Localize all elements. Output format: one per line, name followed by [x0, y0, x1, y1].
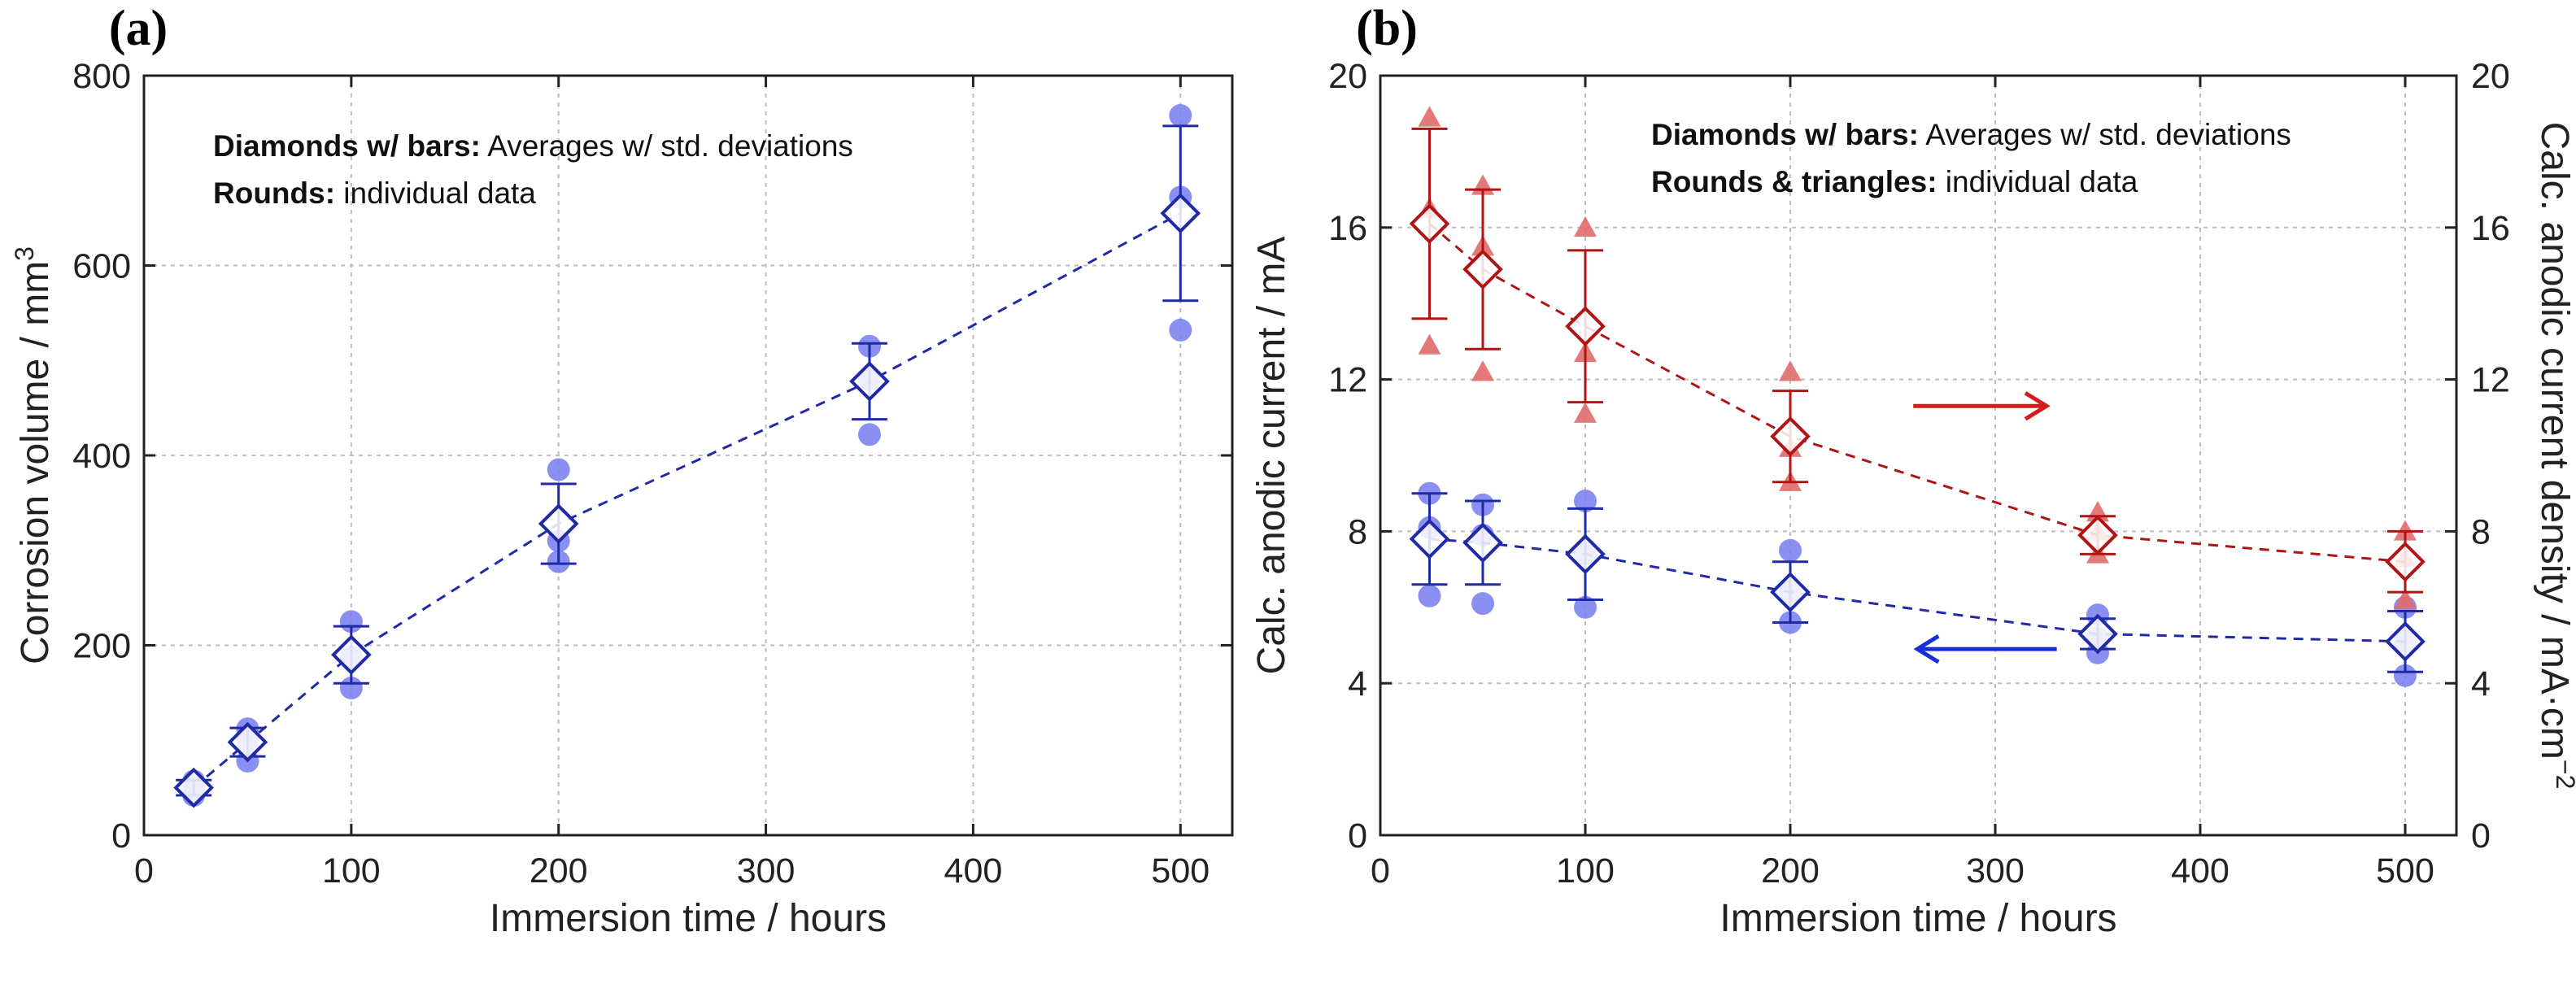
trend-line: [193, 211, 1181, 789]
y2-tick-label: 20: [2471, 57, 2510, 96]
annotation-bold: Diamonds w/ bars:: [213, 129, 481, 163]
data-point-diamond: [2077, 613, 2118, 655]
y2-tick-label: 16: [2471, 209, 2510, 248]
data-point-circle: [1418, 584, 1441, 607]
data-point-diamond: [1462, 522, 1503, 564]
y-tick-label: 16: [1328, 209, 1367, 248]
data-point-circle: [1574, 595, 1597, 619]
annotation-text: Rounds: individual data: [213, 176, 536, 210]
data-point-circle: [1169, 318, 1192, 342]
chart-panel-a: 0 100 200 300 400 500 0 200 400 600 800 Immersion t…: [10, 1, 1234, 940]
x-axis-title: Immersion time / hours: [490, 897, 887, 940]
data-point-circle: [1574, 490, 1597, 513]
data-point-circle: [2394, 664, 2417, 687]
data-point-triangle: [1779, 360, 1802, 381]
y-tick-label: 12: [1328, 361, 1367, 400]
y-axis-title: Corrosion volume / mm3: [10, 246, 57, 664]
y-tick-label: 0: [111, 816, 131, 856]
x-tick-label: 0: [1371, 851, 1390, 890]
y-tick-label: 400: [72, 437, 131, 476]
annotation-plain: individual data: [335, 176, 536, 210]
data-point-diamond: [1770, 572, 1811, 612]
data-point-diamond: [849, 361, 890, 402]
y-tick-label: 600: [72, 247, 131, 286]
x-tick-label: 300: [737, 851, 795, 890]
plot-frame: [1379, 74, 2458, 837]
x-axis-title: Immersion time / hours: [1720, 897, 2116, 940]
annotation-plain: Averages w/ std. deviations: [1919, 118, 2291, 151]
y-tick-label: 800: [72, 57, 131, 96]
data-point-diamond: [2385, 541, 2426, 582]
average-trend-line: [1429, 538, 2406, 643]
x-tick-label: 500: [1151, 851, 1210, 890]
data-point-diamond: [2385, 621, 2426, 662]
annotation-text: Diamonds w/ bars: Averages w/ std. devia…: [1651, 118, 2291, 151]
y2-tick-label: 0: [2471, 816, 2491, 856]
x-tick-label: 500: [2376, 851, 2434, 890]
annotation-text: Rounds & triangles: individual data: [1651, 165, 2138, 198]
data-point-circle: [1471, 592, 1494, 616]
data-point-diamond: [2077, 515, 2118, 555]
axis-indicator-arrowhead: [1913, 634, 1940, 664]
data-point-diamond: [1409, 518, 1450, 559]
y2-axis-title-superscript: −2: [2551, 760, 2576, 789]
data-point-circle: [858, 423, 881, 446]
y2-tick-label: 12: [2471, 361, 2510, 400]
data-point-diamond: [227, 721, 268, 763]
data-point-diamond: [1462, 249, 1503, 290]
x-tick-label: 100: [1556, 851, 1615, 890]
y2-tick-label: 4: [2471, 664, 2491, 703]
annotation-bold: Rounds & triangles:: [1651, 165, 1937, 198]
average-trend-line: [1428, 222, 2406, 564]
annotation-text: Diamonds w/ bars: Averages w/ std. devia…: [213, 129, 853, 163]
x-tick-label: 0: [134, 851, 154, 890]
data-point-circle: [1779, 538, 1802, 562]
data-point-triangle: [2394, 588, 2417, 609]
panel-label: (b): [1356, 1, 1418, 56]
annotation-plain: individual data: [1937, 165, 2138, 198]
panel-label: (a): [109, 1, 168, 56]
x-tick-label: 400: [2171, 851, 2229, 890]
data-point-diamond: [173, 767, 214, 808]
data-point-diamond: [331, 634, 372, 676]
y2-tick-label: 8: [2471, 512, 2491, 551]
axis-indicator-arrowhead: [2024, 391, 2051, 421]
data-point-circle: [1169, 104, 1192, 128]
data-point-diamond: [1565, 306, 1606, 347]
chart-panel-b: 0 100 200 300 400 500048121620048121620Immers…: [1250, 1, 2576, 940]
data-point-triangle: [1471, 360, 1494, 381]
y-tick-label: 8: [1348, 512, 1367, 551]
annotation-plain: Averages w/ std. deviations: [481, 129, 853, 163]
data-point-diamond: [538, 503, 579, 544]
x-tick-label: 100: [322, 851, 381, 890]
y-axis-title-superscript: 3: [10, 246, 39, 261]
x-tick-label: 200: [530, 851, 588, 890]
data-point-triangle: [1418, 333, 1441, 355]
data-point-triangle: [1418, 106, 1441, 127]
y-axis-title: Calc. anodic current / mA: [1250, 237, 1293, 675]
y2-axis-title: Calc. anodic current density / mA·cm−2: [2533, 122, 2576, 790]
y-tick-label: 0: [1348, 816, 1367, 856]
y-tick-label: 200: [72, 627, 131, 666]
y-tick-label: 4: [1348, 664, 1367, 703]
y-tick-label: 20: [1328, 57, 1367, 96]
data-point-triangle: [1574, 402, 1597, 423]
data-point-triangle: [1574, 216, 1597, 237]
annotation-bold: Diamonds w/ bars:: [1651, 118, 1919, 151]
data-point-diamond: [1160, 193, 1201, 234]
x-tick-label: 200: [1761, 851, 1820, 890]
x-tick-label: 300: [1966, 851, 2025, 890]
data-point-diamond: [1565, 533, 1606, 575]
annotation-bold: Rounds:: [213, 176, 335, 210]
data-point-circle: [547, 458, 570, 481]
x-tick-label: 400: [944, 851, 1003, 890]
data-point-diamond: [1770, 416, 1811, 457]
data-point-diamond: [1409, 203, 1450, 244]
